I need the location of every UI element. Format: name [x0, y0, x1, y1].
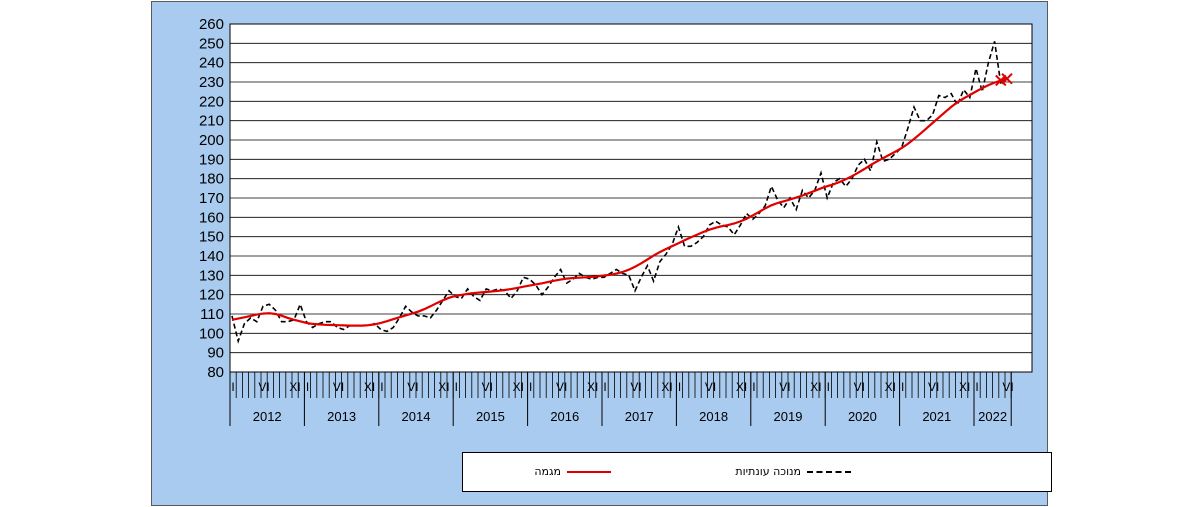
x-month-label: VI	[407, 380, 418, 394]
x-year-label-2020: 2020	[848, 409, 877, 424]
trend-marker-point	[1001, 73, 1013, 85]
x-month-label: XI	[513, 380, 524, 394]
x-month-label: XI	[289, 380, 300, 394]
x-month-label: XI	[810, 380, 821, 394]
x-year-label-2019: 2019	[774, 409, 803, 424]
y-tick-label: 180	[199, 171, 224, 188]
x-month-label: XI	[587, 380, 598, 394]
legend-label-trend: מגמה	[534, 465, 561, 478]
x-month-label: VI	[556, 380, 567, 394]
x-month-label: XI	[364, 380, 375, 394]
x-month-label: I	[678, 380, 681, 394]
x-month-label: VI	[854, 380, 865, 394]
legend-swatch-seasonal	[807, 470, 851, 473]
y-tick-label: 140	[199, 248, 224, 265]
series-line-trend	[231, 77, 1008, 327]
y-tick-label: 220	[199, 93, 224, 110]
x-month-label: VI	[1002, 380, 1013, 394]
x-month-label: XI	[438, 380, 449, 394]
y-tick-label: 150	[199, 229, 224, 246]
x-month-label: VI	[258, 380, 269, 394]
legend-item-seasonal: מנוכה עונתיות	[735, 465, 851, 478]
x-year-label-2014: 2014	[402, 409, 431, 424]
x-year-label-2018: 2018	[699, 409, 728, 424]
x-month-label: I	[231, 380, 234, 394]
x-year-label-2021: 2021	[922, 409, 951, 424]
y-tick-label: 200	[199, 132, 224, 149]
legend-item-trend: מגמה	[534, 465, 611, 478]
x-year-label-2016: 2016	[550, 409, 579, 424]
x-month-label: XI	[661, 380, 672, 394]
x-month-label: I	[529, 380, 532, 394]
x-year-label-2013: 2013	[327, 409, 356, 424]
x-month-label: VI	[333, 380, 344, 394]
x-month-label: I	[306, 380, 309, 394]
y-tick-label: 260	[199, 16, 224, 33]
legend-label-seasonal: מנוכה עונתיות	[735, 465, 801, 478]
line-chart: 80 90 100 110 120 130 140 150 160 170 180 190 200 210…	[199, 16, 1033, 426]
y-tick-label: 170	[199, 190, 224, 207]
x-month-label: I	[455, 380, 458, 394]
y-tick-label: 110	[200, 306, 224, 323]
x-year-label-2015: 2015	[476, 409, 505, 424]
x-month-label: VI	[482, 380, 493, 394]
y-tick-label: 210	[199, 113, 224, 130]
y-tick-label: 80	[207, 364, 224, 381]
x-month-label: VI	[630, 380, 641, 394]
x-year-label-2022: 2022	[978, 409, 1007, 424]
y-tick-label: 250	[199, 35, 224, 52]
y-tick-label: 130	[199, 267, 224, 284]
x-month-label: VI	[705, 380, 716, 394]
x-month-label: XI	[736, 380, 747, 394]
x-year-label-2012: 2012	[253, 409, 282, 424]
y-tick-label: 230	[199, 74, 224, 91]
y-tick-label: 190	[199, 151, 224, 168]
x-month-label: I	[380, 380, 383, 394]
y-tick-label: 100	[199, 325, 224, 342]
legend: מנוכה עונתיות מגמה	[462, 452, 1052, 492]
x-month-label: I	[752, 380, 755, 394]
x-year-label-2017: 2017	[625, 409, 654, 424]
x-month-label: VI	[779, 380, 790, 394]
x-month-label: I	[827, 380, 830, 394]
y-tick-label: 90	[207, 345, 224, 362]
x-month-label: VI	[928, 380, 939, 394]
chart-frame: 80 90 100 110 120 130 140 150 160 170 180 190 200 210…	[151, 1, 1052, 506]
x-month-label: I	[603, 380, 606, 394]
y-tick-label: 160	[199, 209, 224, 226]
x-month-label: XI	[885, 380, 896, 394]
y-tick-label: 120	[199, 287, 224, 304]
y-tick-label: 240	[199, 55, 224, 72]
x-month-label: I	[901, 380, 904, 394]
legend-swatch-trend	[567, 470, 611, 473]
x-month-label: I	[975, 380, 978, 394]
x-month-label: XI	[959, 380, 970, 394]
